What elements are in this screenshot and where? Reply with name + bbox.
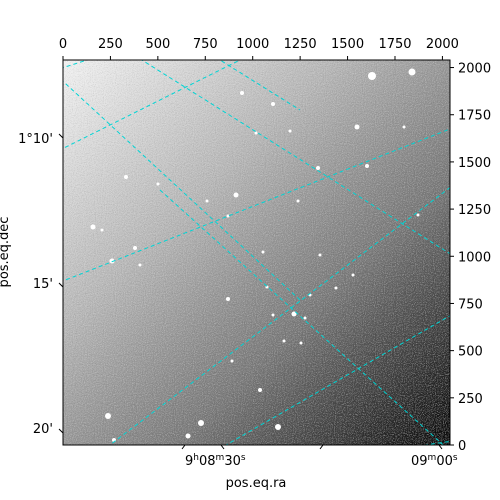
star [90,224,96,230]
top-tick-label: 1750 [378,37,411,52]
grid-line [219,60,301,111]
dec-tick-marks [58,133,64,434]
star [254,131,258,135]
sky-image [63,60,450,445]
right-tick-label: 1750 [458,109,491,124]
star [133,246,137,250]
star [205,199,209,203]
star [296,199,300,203]
top-tick-label: 2000 [426,37,459,52]
grid-line [63,80,301,301]
right-tick-label: 750 [458,297,483,312]
image-area [63,60,450,445]
star [354,124,360,130]
star [416,213,420,217]
star [351,273,355,277]
star [271,313,275,317]
ra-tick-label: 9h08m30s [185,453,246,469]
dec-axis: 1°10' 15' 20' [18,132,64,437]
star [226,297,230,301]
star [230,359,234,363]
star [318,253,322,257]
right-tick-label: 250 [458,392,483,407]
star [100,228,104,232]
top-tick-label: 500 [145,37,170,52]
star [185,433,191,439]
star [288,129,292,133]
star [109,258,115,264]
y-axis-title: pos.eq.dec [0,217,12,288]
grid-line [159,189,445,445]
star [226,214,230,218]
star [275,424,281,430]
top-pixel-axis: 0 250 500 750 1000 1250 1500 1750 2000 [59,37,459,60]
star [334,286,338,290]
x-axis-title: pos.eq.ra [226,476,287,491]
top-tick-label: 1000 [236,37,269,52]
star [282,339,286,343]
coordinate-grid [63,60,450,445]
star [365,164,369,168]
ra-tick-marks [181,444,443,450]
right-tick-label: 1250 [458,203,491,218]
top-tick-label: 1500 [331,37,364,52]
right-tick-label: 500 [458,345,483,360]
right-pixel-axis: 0 250 500 750 1000 1250 1500 1750 2000 [450,62,491,454]
star-field [90,68,420,442]
star [258,388,262,392]
right-tick-label: 1500 [458,156,491,171]
star [303,316,307,320]
star [261,250,265,254]
star [156,182,160,186]
top-tick-label: 250 [98,37,123,52]
star [138,263,142,267]
dec-tick-label: 15' [33,277,53,292]
star [240,91,244,95]
star [233,192,239,198]
star [408,68,416,76]
star [316,166,320,170]
top-tick-label: 0 [59,37,67,52]
star [198,420,204,426]
grid-line [63,128,450,282]
top-tick-label: 1250 [284,37,317,52]
plot-frame [62,59,451,446]
grid-line [63,60,242,150]
right-tick-label: 0 [458,439,466,454]
grid-line [224,315,450,445]
ra-axis: 9h08m30s 09m00s [181,444,458,469]
star [291,311,297,317]
dec-tick-label: 20' [33,422,53,437]
top-tick-label: 750 [193,37,218,52]
right-tick-label: 1000 [458,250,491,265]
dec-tick-label: 1°10' [18,132,53,147]
star [368,72,376,80]
star [124,175,128,179]
star [105,413,111,419]
grid-line [108,186,450,445]
grid-line [140,60,450,255]
ra-tick-label: 09m00s [411,453,458,469]
star [402,125,406,129]
right-tick-label: 2000 [458,62,491,77]
star [299,341,303,345]
star [271,102,275,106]
